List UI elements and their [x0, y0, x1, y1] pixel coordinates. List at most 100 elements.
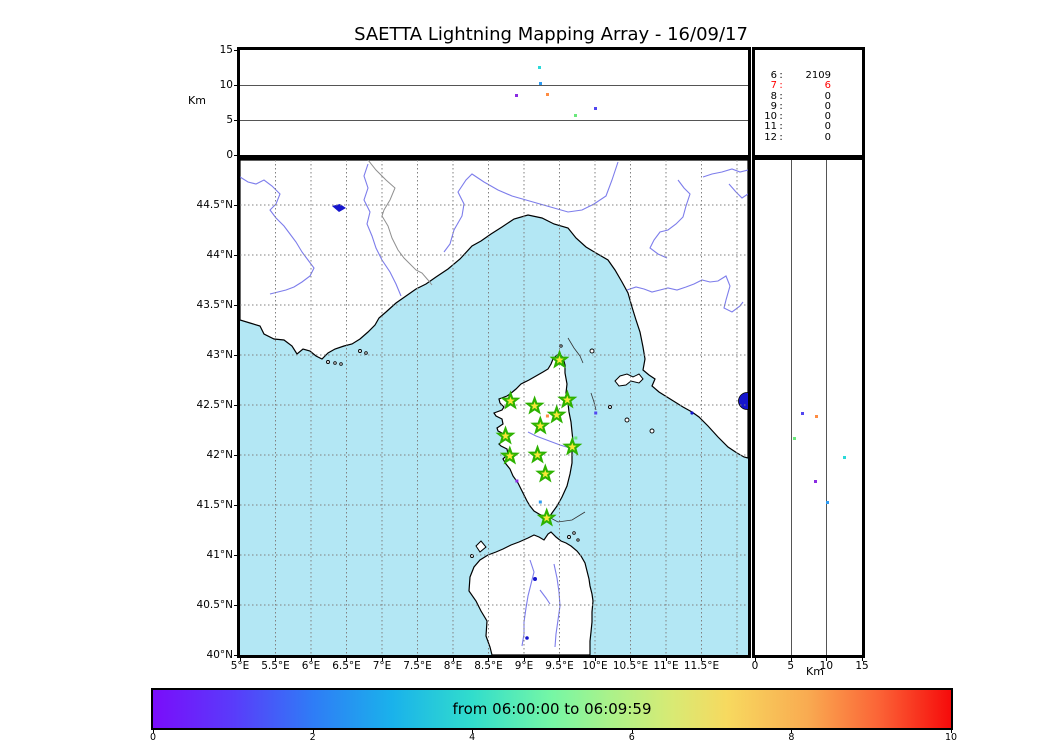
tick-mark: [630, 658, 632, 661]
tick-mark: [417, 658, 419, 661]
tick-mark: [791, 730, 793, 733]
source-counts-panel: 6:2109 7:6 8:0 9:0 10:0 11:0 12:0: [752, 47, 865, 158]
tick-mark: [346, 658, 348, 661]
alt-tick-label: 0: [226, 149, 233, 161]
tick-mark: [234, 205, 237, 206]
small-islands: [326, 344, 655, 558]
lon-tick-label: 10°E: [582, 660, 608, 672]
grid-line: [826, 160, 828, 655]
station-star: [495, 425, 516, 445]
station-star: [530, 415, 551, 435]
station-star: [527, 444, 548, 464]
island-dot: [576, 538, 580, 542]
tick-mark: [234, 305, 237, 306]
lon-tick-label: 11.5°E: [683, 660, 720, 672]
tick-mark: [488, 658, 490, 661]
tick-mark: [665, 658, 667, 661]
colorbar-label: from 06:00:00 to 06:09:59: [452, 700, 652, 718]
event-dot: [814, 414, 818, 418]
river: [527, 431, 571, 449]
lon-tick-label: 8.5°E: [474, 660, 503, 672]
lon-tick-label: 7°E: [372, 660, 392, 672]
stats-hour: 11: [764, 121, 777, 133]
colorbar-tick-label: 8: [788, 732, 795, 743]
stats-colon: :: [779, 131, 783, 143]
event-dot: [538, 66, 542, 69]
stats-count: 6: [824, 80, 831, 92]
lat-tick-label: 44°N: [206, 249, 233, 261]
lon-alt-panel: [237, 47, 751, 158]
event-dot: [800, 411, 804, 415]
asinara-island: [475, 540, 487, 553]
stats-row: 11: 0: [755, 121, 862, 133]
stats-hour: 9: [770, 100, 777, 112]
lake-serre-poncon: [332, 204, 346, 212]
colorbar: from 06:00:00 to 06:09:59: [151, 688, 953, 730]
stats-colon: :: [779, 80, 783, 92]
station-star: [500, 390, 521, 410]
mainland-coast: [239, 159, 749, 459]
stats-row: 7: 6: [755, 80, 862, 92]
station-star: [562, 436, 583, 456]
alt-tick-label: 0: [751, 660, 759, 672]
grid-line: [790, 160, 792, 655]
stats-colon: :: [779, 70, 783, 81]
tick-mark: [234, 120, 237, 121]
sardinia-island: [468, 531, 594, 656]
island-dot: [649, 428, 655, 434]
figure-title: SAETTA Lightning Mapping Array - 16/09/1…: [354, 24, 748, 45]
station-star: [535, 463, 556, 483]
island-dot: [364, 351, 368, 355]
lat-tick-label: 43.5°N: [196, 299, 233, 311]
stats-row: 8: 0: [755, 90, 862, 102]
lon-tick-label: 9.5°E: [545, 660, 574, 672]
map-panel: [237, 157, 756, 658]
station-star: [557, 389, 578, 409]
station-star: [536, 507, 557, 527]
colorbar-tick-label: 0: [149, 732, 157, 743]
tick-mark: [790, 658, 792, 661]
lon-tick-label: 8°E: [443, 660, 463, 672]
station-star: [524, 395, 545, 415]
stats-hour: 7: [770, 80, 777, 92]
lat-tick-label: 43°N: [206, 349, 233, 361]
lon-tick-label: 10.5°E: [612, 660, 649, 672]
river: [539, 589, 551, 605]
tick-mark: [523, 658, 525, 661]
lon-tick-label: 6.5°E: [332, 660, 361, 672]
island-dot: [589, 348, 595, 354]
stats-colon: :: [779, 111, 783, 123]
tick-mark: [452, 658, 454, 661]
event-dot: [594, 107, 598, 111]
event-dot: [814, 479, 818, 483]
alt-tick-label: 15: [219, 44, 233, 56]
tick-mark: [472, 730, 474, 733]
stats-colon: :: [779, 90, 783, 102]
stats-row: 10: 0: [755, 111, 862, 123]
lon-tick-label: 9°E: [514, 660, 534, 672]
island-dot: [608, 405, 612, 409]
stats-row: 9: 0: [755, 100, 862, 112]
tick-mark: [701, 658, 703, 661]
tick-mark: [631, 730, 633, 733]
lat-tick-label: 44.5°N: [196, 199, 233, 211]
elba-island: [614, 373, 644, 387]
stats-hour: 10: [764, 111, 777, 123]
tick-mark: [234, 85, 237, 86]
tick-mark: [862, 658, 863, 661]
colorbar-tick-label: 10: [944, 732, 958, 743]
tick-mark: [234, 655, 237, 656]
event-dot: [574, 114, 578, 118]
island-dot: [624, 417, 630, 423]
station-star: [499, 445, 520, 465]
stats-hour: 6: [770, 70, 777, 81]
map-gridlines: [240, 160, 748, 655]
station-stars: [495, 349, 583, 527]
tick-mark: [234, 405, 237, 406]
tick-mark: [234, 555, 237, 556]
stats-row: 12: 0: [755, 131, 862, 143]
sea-line: [567, 337, 584, 364]
river: [702, 168, 749, 178]
stats-colon: :: [779, 100, 783, 112]
